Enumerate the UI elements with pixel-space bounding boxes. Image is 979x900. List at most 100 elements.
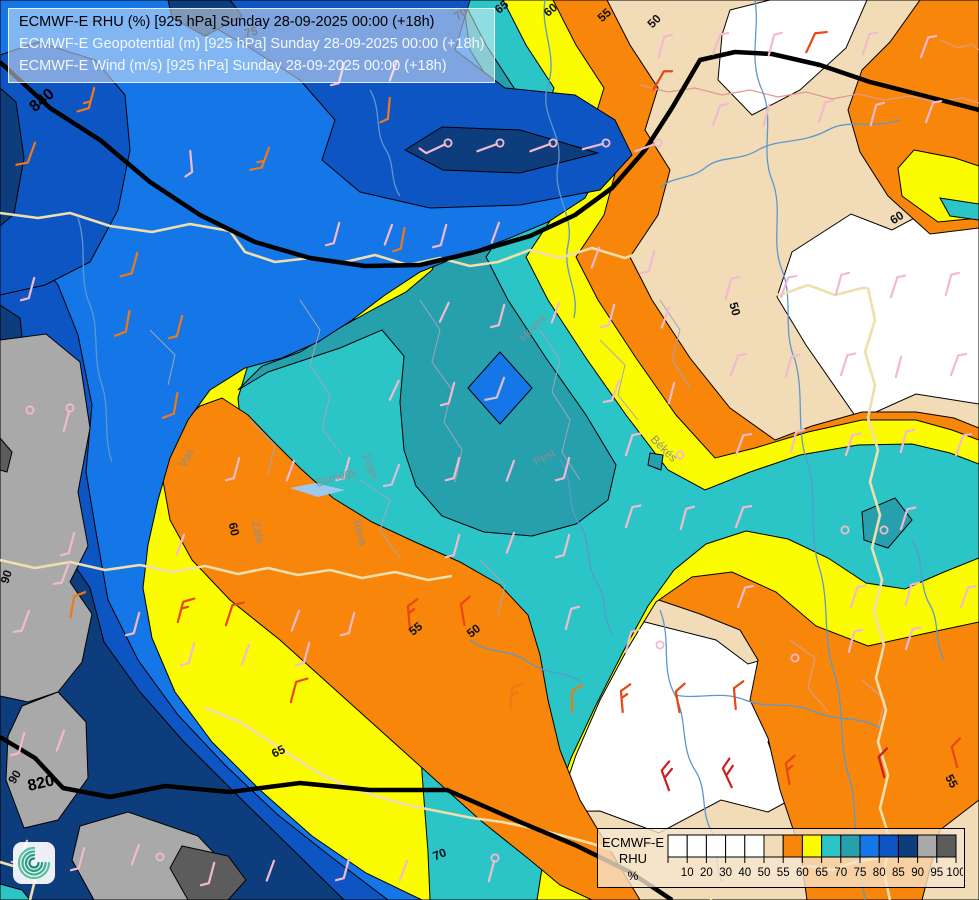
legend-swatch-55 xyxy=(763,834,784,858)
title-geopotential: ECMWF-E Geopotential (m) [925 hPa] Sunda… xyxy=(19,35,485,52)
river-line xyxy=(911,539,945,661)
river-line xyxy=(674,694,881,729)
legend-swatch-20 xyxy=(686,834,707,858)
wind-barb-s xyxy=(240,643,251,666)
rh-ge70-bekes xyxy=(647,452,664,471)
wind-barb-h xyxy=(847,628,864,654)
legend-tick-label: 10 xyxy=(681,867,694,879)
wind-barb-fh xyxy=(406,598,419,629)
county-label: Zala xyxy=(249,520,266,545)
wind-barb-h xyxy=(554,533,571,559)
wind-barb-ch xyxy=(418,138,453,155)
rh-ge70-mass xyxy=(237,0,617,537)
wind-barb-ff xyxy=(721,757,734,789)
wind-barb-h xyxy=(711,31,730,56)
wind-barb-s xyxy=(55,729,66,752)
rhu-contour-label: 55 xyxy=(942,772,961,791)
wind-barb-h xyxy=(899,506,917,531)
wind-barb-f xyxy=(69,591,87,619)
wind-barb-h xyxy=(734,432,753,457)
wind-barb-f xyxy=(732,680,745,711)
wind-barb-f xyxy=(113,309,131,337)
wind-barb-o xyxy=(155,852,165,862)
provider-cyclone-logo xyxy=(13,842,55,884)
wind-barb-ff xyxy=(660,760,673,792)
rh-ge65-ne xyxy=(939,197,979,221)
wind-barb-h xyxy=(817,99,835,124)
wind-barb-c xyxy=(487,853,500,883)
wind-barb-h xyxy=(711,102,730,127)
wind-barb-h xyxy=(444,456,461,482)
wind-barb-s xyxy=(550,301,561,324)
wind-barb-h xyxy=(602,379,621,404)
foreign-admin-line xyxy=(939,39,979,51)
wind-barb-h xyxy=(12,609,31,634)
foreign-admin-line xyxy=(861,679,886,729)
wind-barb-h xyxy=(904,626,922,651)
wind-barb-h xyxy=(52,561,71,586)
wind-barb-h xyxy=(184,149,194,178)
legend-tick-label: 60 xyxy=(796,867,809,879)
wind-barb-c xyxy=(581,138,611,151)
county-line xyxy=(479,559,506,616)
wind-barb-h xyxy=(834,271,851,297)
legend-tick-label: 85 xyxy=(892,867,905,879)
wind-barb-s xyxy=(285,459,296,482)
wind-barb-h xyxy=(849,584,867,609)
rhu-contour-label: 65 xyxy=(269,742,287,760)
legend-tick-label: 55 xyxy=(777,867,790,879)
wind-barb-h xyxy=(839,352,857,377)
lake-balaton xyxy=(290,483,345,497)
legend-unit-label: % xyxy=(628,869,639,883)
wind-barb-h xyxy=(736,584,755,609)
legend-tick-label: 95 xyxy=(930,867,943,879)
river-line xyxy=(369,89,401,197)
wind-barb-s xyxy=(383,223,394,246)
rhu-contour-label: 70 xyxy=(431,845,449,863)
legend-swatch-60 xyxy=(782,834,803,858)
wind-barb-h xyxy=(489,303,506,329)
geopotential-label: 820 xyxy=(26,772,56,795)
wind-barb-o xyxy=(840,525,850,535)
foreign-admin-line xyxy=(789,639,829,713)
wind-barb-h xyxy=(59,531,76,557)
country-border-line xyxy=(863,287,892,900)
legend-tick-label: 20 xyxy=(700,867,713,879)
legend-tick-label: 30 xyxy=(719,867,732,879)
wind-barb-o xyxy=(879,525,889,535)
title-rhu: ECMWF-E RHU (%) [925 hPa] Sunday 28-09-2… xyxy=(19,14,435,30)
wind-barb-f xyxy=(289,677,309,704)
wind-barb-h xyxy=(554,456,571,482)
legend-swatch-50 xyxy=(744,834,765,858)
county-line xyxy=(299,299,343,456)
wind-barb-s xyxy=(490,221,501,244)
wind-barb-h xyxy=(657,33,674,59)
rh-ge95-sliver xyxy=(0,437,13,473)
wind-barb-h xyxy=(924,99,943,124)
wind-barb-h xyxy=(949,352,968,377)
legend-tick-label: 70 xyxy=(834,867,847,879)
legend-swatch-80 xyxy=(859,834,880,858)
wind-barb-h xyxy=(899,428,916,454)
wind-barb-h xyxy=(652,70,674,91)
wind-barb-h xyxy=(431,223,448,249)
county-line xyxy=(599,339,639,421)
wind-barb-f xyxy=(484,376,506,401)
river-line xyxy=(559,459,613,635)
wind-barb-h xyxy=(624,432,642,457)
wind-barb-s xyxy=(505,459,516,482)
rh-ge95-band xyxy=(169,845,247,900)
wind-barb-h xyxy=(334,456,351,482)
wind-barb-fh xyxy=(619,683,632,714)
wind-barb-h xyxy=(9,731,26,757)
wind-barb-h xyxy=(767,31,784,57)
wind-barb-h xyxy=(919,34,938,59)
wind-barb-h xyxy=(334,856,351,882)
legend-tick-label: 80 xyxy=(873,867,886,879)
legend-model-label: ECMWF-E xyxy=(602,835,664,850)
wind-barb-h xyxy=(679,505,696,531)
wind-barb-h xyxy=(124,611,141,637)
